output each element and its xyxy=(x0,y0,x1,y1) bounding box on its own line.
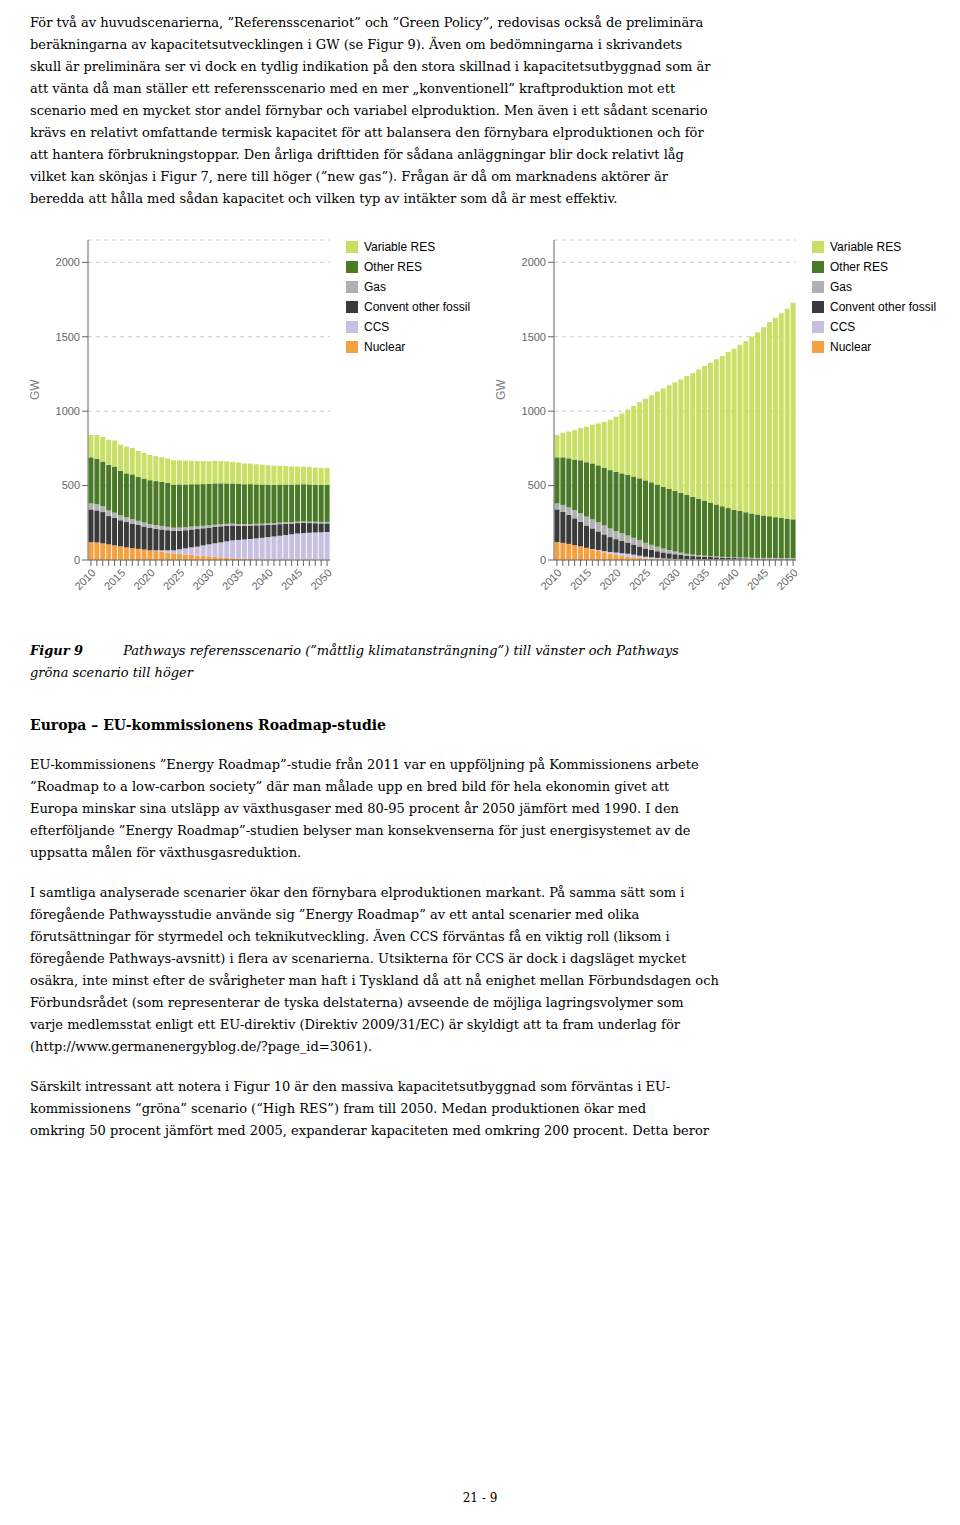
svg-text:2050: 2050 xyxy=(308,566,334,592)
svg-text:1500: 1500 xyxy=(56,331,80,343)
html-text:föregående Pathways-avsnitt) i: föregående Pathways-avsnitt) i flera av … xyxy=(30,951,687,966)
html-text:Other RES: Other RES xyxy=(364,260,422,274)
svg-text:2020: 2020 xyxy=(131,566,157,592)
html-text:gröna scenario till höger: gröna scenario till höger xyxy=(30,665,193,680)
svg-text:500: 500 xyxy=(528,479,546,491)
html-text:EU-kommissionens ”Energy Roadm: EU-kommissionens ”Energy Roadmap”-studie… xyxy=(30,757,699,772)
html-text:(http://www.germanenergyblog.d: (http://www.germanenergyblog.de/?page_id… xyxy=(30,1039,372,1054)
svg-text:2010: 2010 xyxy=(72,566,98,592)
html-text:efterföljande ”Energy Roadmap”: efterföljande ”Energy Roadmap”-studien b… xyxy=(30,823,691,838)
svg-text:2025: 2025 xyxy=(627,566,653,592)
html-text:Nuclear: Nuclear xyxy=(830,340,872,354)
svg-text:1000: 1000 xyxy=(56,405,80,417)
html-text:21 - 9: 21 - 9 xyxy=(462,1491,498,1505)
html-text:”Roadmap to a low-carbon socie: ”Roadmap to a low-carbon society” där ma… xyxy=(30,779,670,794)
html-text:Convent other fossil: Convent other fossil xyxy=(364,300,471,314)
html-text:Figur 9: Figur 9 xyxy=(30,643,84,658)
html-text:Convent other fossil: Convent other fossil xyxy=(830,300,937,314)
svg-text:GW: GW xyxy=(30,379,42,400)
svg-text:2000: 2000 xyxy=(522,256,546,268)
html-text:osäkra, inte minst efter de sv: osäkra, inte minst efter de svårigheter … xyxy=(30,973,719,988)
html-text:CCS: CCS xyxy=(830,320,856,334)
html-text:uppsatta målen för växthusgasr: uppsatta målen för växthusgasreduktion. xyxy=(30,845,302,860)
svg-text:0: 0 xyxy=(540,554,546,566)
html-text:skull är preliminära ser vi do: skull är preliminära ser vi dock en tydl… xyxy=(30,59,711,74)
html-text:beredda att hålla med sådan ka: beredda att hålla med sådan kapacitet oc… xyxy=(30,191,618,206)
html-text:Gas: Gas xyxy=(830,280,852,294)
svg-text:1000: 1000 xyxy=(522,405,546,417)
svg-text:2045: 2045 xyxy=(279,566,305,592)
svg-text:2000: 2000 xyxy=(56,256,80,268)
html-text:Nuclear: Nuclear xyxy=(364,340,406,354)
svg-text:2050: 2050 xyxy=(774,566,800,592)
html-text:Variable RES: Variable RES xyxy=(830,240,902,254)
html-text:CCS: CCS xyxy=(364,320,390,334)
html-text:Europa minskar sina utsläpp av: Europa minskar sina utsläpp av växthusga… xyxy=(30,801,679,816)
html-text:vilket kan skönjas i Figur 7,: vilket kan skönjas i Figur 7, nere till … xyxy=(30,169,668,184)
svg-text:GW: GW xyxy=(496,379,508,400)
html-text:föregående Pathwaysstudie anvä: föregående Pathwaysstudie använde sig ”E… xyxy=(30,907,640,922)
svg-text:2040: 2040 xyxy=(715,566,741,592)
svg-text:1500: 1500 xyxy=(522,331,546,343)
html-text:förutsättningar för styrmedel: förutsättningar för styrmedel och teknik… xyxy=(30,929,670,944)
svg-text:2030: 2030 xyxy=(190,566,216,592)
svg-text:0: 0 xyxy=(74,554,80,566)
svg-text:2015: 2015 xyxy=(102,566,128,592)
html-text:Förbundsrådet (som representer: Förbundsrådet (som representerar de tysk… xyxy=(30,995,684,1010)
svg-text:2045: 2045 xyxy=(745,566,771,592)
html-text:I samtliga analyserade scenari: I samtliga analyserade scenarier ökar de… xyxy=(30,885,685,900)
html-text:kommissionens “gröna” scenario: kommissionens “gröna” scenario (“High RE… xyxy=(30,1101,646,1116)
html-text:Europa – EU-kommissionens Road: Europa – EU-kommissionens Roadmap-studie xyxy=(30,717,386,733)
svg-text:2010: 2010 xyxy=(538,566,564,592)
svg-text:2030: 2030 xyxy=(656,566,682,592)
html-text:Variable RES: Variable RES xyxy=(364,240,436,254)
html-text:Särskilt intressant att notera: Särskilt intressant att notera i Figur 1… xyxy=(30,1079,671,1094)
svg-text:2040: 2040 xyxy=(249,566,275,592)
html-text:För två av huvudscenarierna, ”: För två av huvudscenarierna, ”Referenssc… xyxy=(30,15,704,30)
html-text:Pathways referensscenario (”må: Pathways referensscenario (”måttlig klim… xyxy=(123,643,679,658)
html-text:Other RES: Other RES xyxy=(830,260,888,274)
svg-text:2035: 2035 xyxy=(686,566,712,592)
html-text:beräkningarna av kapacitetsutv: beräkningarna av kapacitetsutvecklingen … xyxy=(30,37,683,52)
svg-text:2035: 2035 xyxy=(220,566,246,592)
html-text:att vänta då man ställer ett r: att vänta då man ställer ett referenssce… xyxy=(30,81,676,96)
html-text:att hantera förbrukningstoppar: att hantera förbrukningstoppar. Den årli… xyxy=(30,147,684,162)
svg-text:500: 500 xyxy=(62,479,80,491)
html-text:Gas: Gas xyxy=(364,280,386,294)
html-text:varje medlemsstat enligt ett E: varje medlemsstat enligt ett EU-direktiv… xyxy=(30,1017,680,1032)
svg-text:2015: 2015 xyxy=(568,566,594,592)
svg-text:2025: 2025 xyxy=(161,566,187,592)
html-text:scenario med en mycket stor an: scenario med en mycket stor andel förnyb… xyxy=(30,103,708,118)
html-text:krävs en relativt omfattande t: krävs en relativt omfattande termisk kap… xyxy=(30,125,704,140)
svg-text:2020: 2020 xyxy=(597,566,623,592)
html-text:omkring 50 procent jämfört med: omkring 50 procent jämfört med 2005, exp… xyxy=(30,1123,709,1138)
